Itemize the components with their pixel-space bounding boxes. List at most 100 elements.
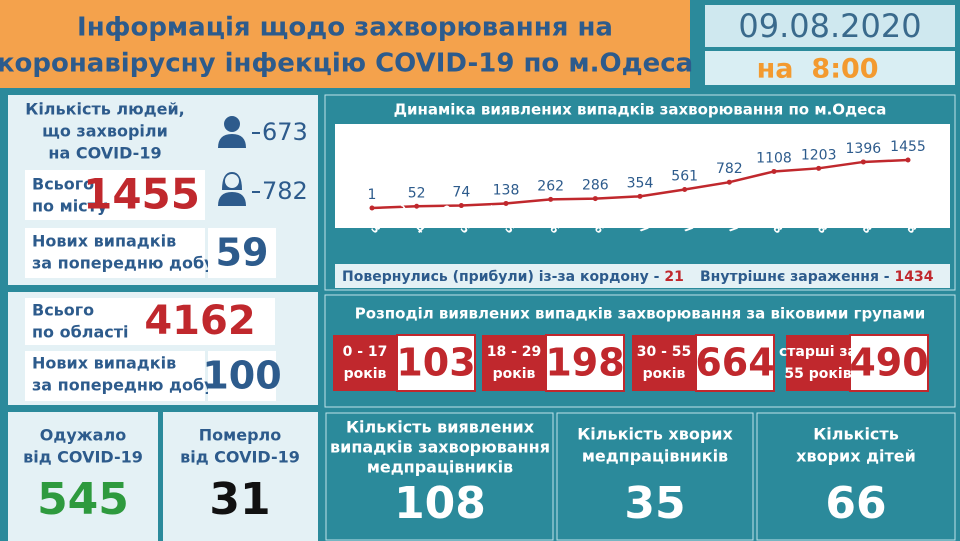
age-label-box — [786, 335, 850, 391]
data-point — [369, 205, 375, 211]
age-groups: 0 - 17 років 103 18 - 29 років 198 30 - 55 рокі… — [333, 334, 929, 392]
age-value-box — [396, 334, 476, 392]
data-point — [771, 168, 777, 174]
data-point — [637, 193, 643, 199]
value-label: 1108 — [756, 150, 792, 166]
label: по області — [32, 323, 129, 342]
age-label: 0 - 17 — [343, 344, 388, 360]
value-label: 1396 — [846, 141, 882, 157]
imported: Повернулись (прибули) із-за кордону - 21 — [342, 269, 684, 285]
medical-value: 108 — [394, 478, 486, 529]
age-value: 664 — [695, 341, 774, 385]
chart-panel — [324, 94, 956, 291]
data-point — [860, 159, 866, 165]
city-title: на COVID-19 — [48, 144, 161, 163]
value-label: 138 — [493, 182, 520, 198]
age-label: 30 - 55 — [637, 344, 692, 360]
age-label: років — [493, 366, 536, 382]
label: Нових випадків — [32, 232, 176, 251]
age-value: 103 — [396, 341, 475, 385]
label: Померло — [199, 426, 281, 445]
total-box — [25, 298, 275, 345]
plot-area — [335, 124, 950, 228]
age-label: 55 років — [784, 366, 851, 382]
value-label: 52 — [408, 185, 426, 201]
medical-panel — [556, 412, 754, 541]
data-point — [682, 186, 688, 192]
data-point — [458, 203, 464, 209]
value-label: 561 — [671, 168, 698, 184]
label: Всього — [32, 175, 94, 194]
value-label: 286 — [582, 178, 609, 194]
female-icon — [218, 172, 246, 206]
age-value-box — [695, 334, 775, 392]
local: Внутрішнє зараження - 1434 — [700, 269, 934, 285]
data-point — [726, 179, 732, 185]
medical-value: 35 — [624, 478, 685, 529]
men-count: 673 — [262, 118, 308, 146]
value-label: 1 — [368, 187, 377, 203]
label: Всього — [32, 301, 94, 320]
new-value-box — [208, 351, 276, 401]
label: за попередню добу — [32, 376, 215, 395]
label: Одужало — [40, 426, 126, 445]
age-panel — [324, 294, 956, 408]
date-box — [705, 5, 955, 47]
women-count: 782 — [262, 177, 308, 205]
label: Кількість — [813, 425, 899, 444]
value-label: 1455 — [890, 139, 926, 155]
label: по місту — [32, 197, 108, 216]
value-label: 354 — [627, 175, 654, 191]
region-total: 4162 — [144, 298, 255, 344]
total-box — [25, 170, 205, 220]
label: Нових випадків — [32, 354, 176, 373]
data-point — [816, 165, 822, 171]
medical-panel — [325, 412, 554, 541]
value-label: 262 — [537, 178, 564, 194]
header-box — [0, 0, 690, 88]
died: 31 — [209, 474, 270, 525]
new-value-box — [208, 228, 276, 278]
value-label: 74 — [452, 185, 470, 201]
label: від COVID-19 — [23, 448, 143, 467]
recovered: 545 — [37, 474, 129, 525]
age-label: років — [643, 366, 686, 382]
date: 09.08.2020 — [738, 7, 921, 45]
age-label-box — [632, 335, 696, 391]
label: хворих дітей — [796, 447, 916, 466]
region-new: 100 — [202, 354, 281, 398]
imported-label: Повернулись (прибули) із-за кордону - — [342, 269, 664, 285]
age-label: 18 - 29 — [487, 344, 542, 360]
label: випадків захворювання — [330, 438, 550, 457]
time-prefix: на — [757, 54, 794, 85]
value-label: 782 — [716, 161, 743, 177]
medical-value: 66 — [825, 478, 886, 529]
data-point — [548, 196, 554, 202]
sources-strip — [335, 264, 950, 288]
imported-value: 21 — [664, 269, 683, 285]
city-total: 1455 — [83, 170, 200, 219]
data-point — [503, 200, 509, 206]
age-value: 198 — [545, 341, 624, 385]
local-value: 1434 — [895, 269, 934, 285]
new-box — [25, 228, 205, 278]
local-label: Внутрішнє зараження - — [700, 269, 895, 285]
value-label: 1203 — [801, 147, 837, 163]
data-point — [592, 196, 598, 202]
time: 8:00 — [811, 54, 878, 85]
age-value-box — [849, 334, 929, 392]
recovered-panel — [8, 412, 158, 541]
city-title: Кількість людей, — [25, 100, 185, 119]
label: медпрацівників — [582, 447, 728, 466]
age-label-box — [333, 335, 397, 391]
age-label: років — [344, 366, 387, 382]
label: медпрацівників — [367, 458, 513, 477]
time-box — [705, 51, 955, 85]
male-icon — [218, 116, 246, 148]
age-title: Розподіл виявлених випадків захворювання… — [355, 305, 925, 323]
chart-title: Динаміка виявлених випадків захворювання… — [394, 101, 887, 119]
died-panel — [163, 412, 318, 541]
city-new: 59 — [216, 231, 269, 275]
title-line: Інформація щодо захворювання на — [77, 13, 613, 43]
